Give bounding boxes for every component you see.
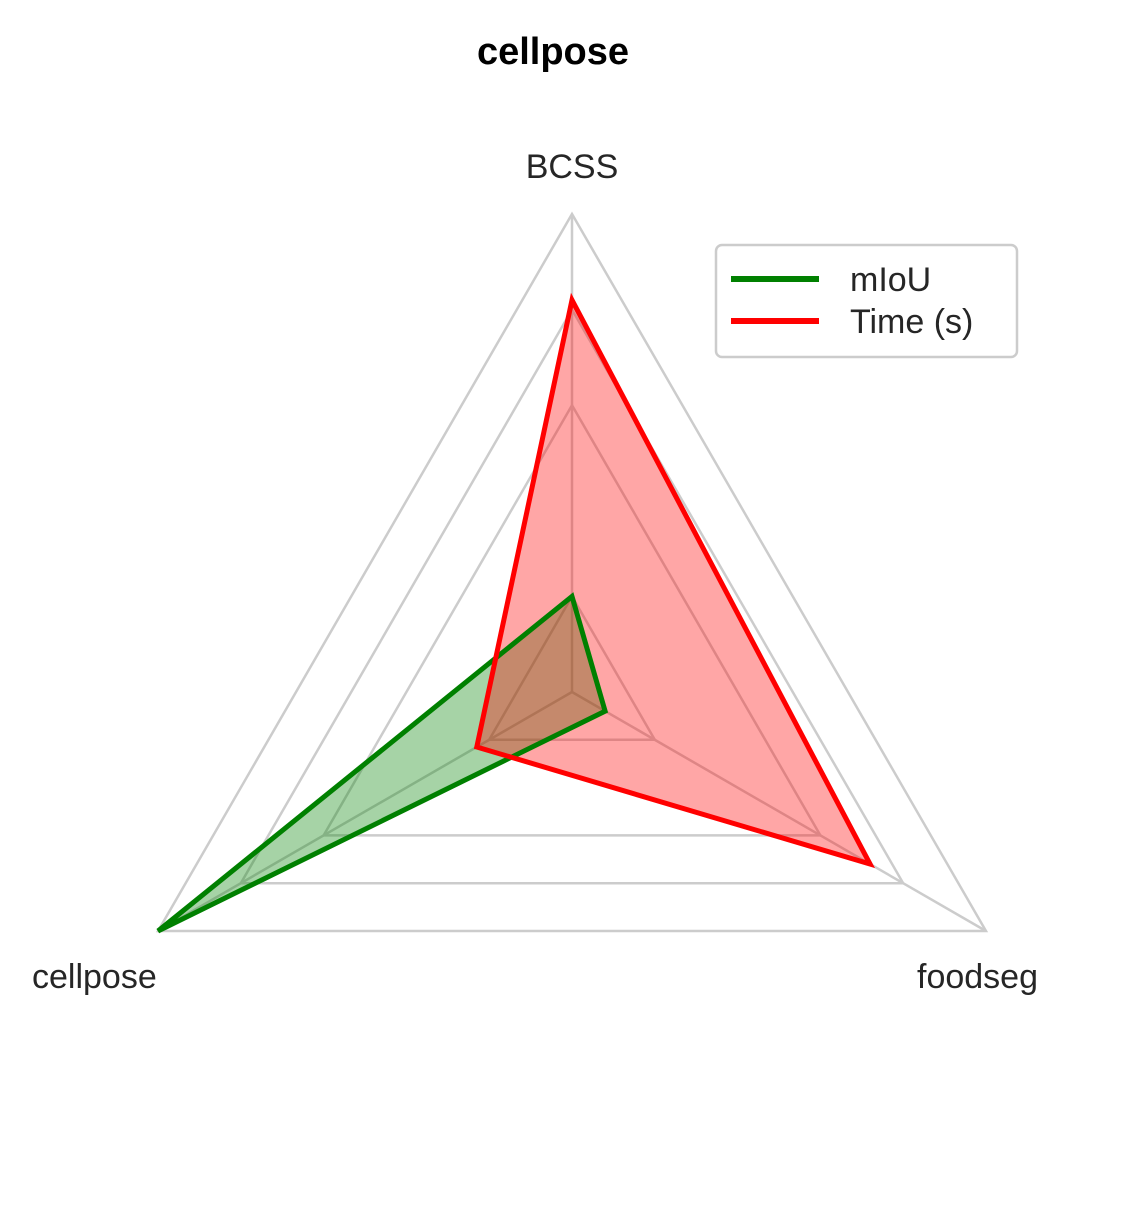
legend: mIoU Time (s) bbox=[716, 245, 1017, 357]
legend-label-2: Time (s) bbox=[850, 303, 973, 341]
axis-label-foodseg: foodseg bbox=[917, 958, 1038, 996]
axis-label-cellpose: cellpose bbox=[32, 958, 157, 996]
legend-label-1: mIoU bbox=[850, 261, 931, 299]
chart-title: cellpose bbox=[477, 31, 629, 73]
series-area-2 bbox=[477, 300, 870, 864]
axis-label-bcss: BCSS bbox=[526, 148, 619, 186]
